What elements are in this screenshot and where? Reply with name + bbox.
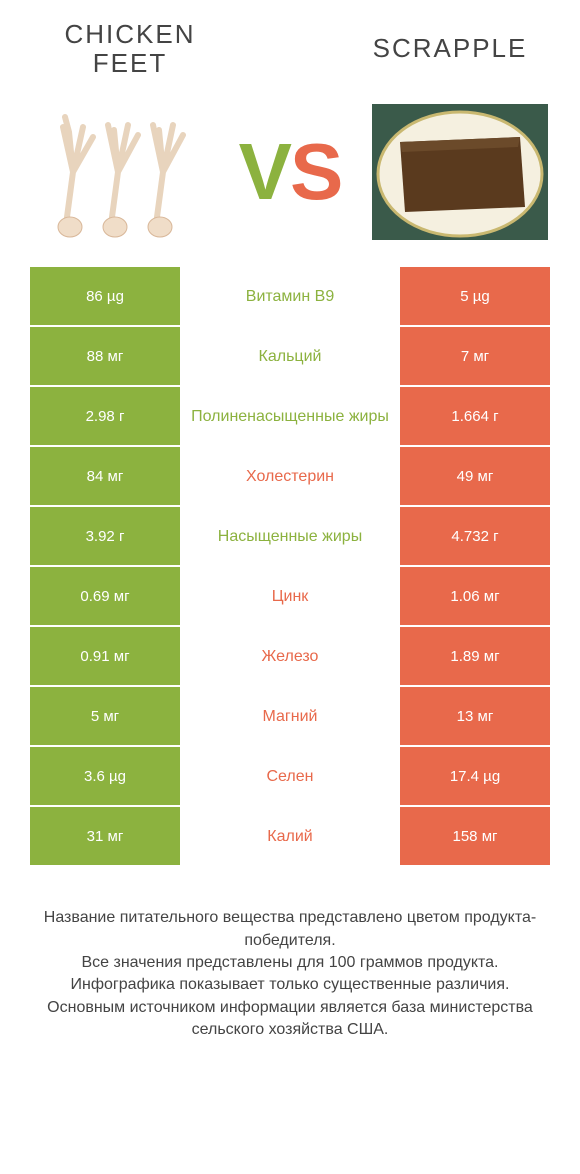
table-row: 0.69 мгЦинк1.06 мг bbox=[30, 567, 550, 625]
left-value: 0.69 мг bbox=[30, 567, 180, 625]
nutrient-name: Витамин B9 bbox=[180, 267, 400, 325]
nutrient-name: Холестерин bbox=[180, 447, 400, 505]
table-row: 86 µgВитамин B95 µg bbox=[30, 267, 550, 325]
left-value: 88 мг bbox=[30, 327, 180, 385]
table-row: 0.91 мгЖелезо1.89 мг bbox=[30, 627, 550, 685]
right-value: 7 мг bbox=[400, 327, 550, 385]
nutrient-name: Калий bbox=[180, 807, 400, 865]
table-row: 2.98 гПолиненасыщенные жиры1.664 г bbox=[30, 387, 550, 445]
footer-notes: Название питательного вещества представл… bbox=[0, 867, 580, 1061]
left-value: 0.91 мг bbox=[30, 627, 180, 685]
vs-label: VS bbox=[239, 126, 342, 218]
table-row: 3.6 µgСелен17.4 µg bbox=[30, 747, 550, 805]
header: CHICKEN FEET SCRAPPLE bbox=[0, 0, 580, 87]
vs-v: V bbox=[239, 127, 290, 216]
right-value: 1.89 мг bbox=[400, 627, 550, 685]
right-value: 17.4 µg bbox=[400, 747, 550, 805]
note-line: Все значения представлены для 100 граммо… bbox=[30, 952, 550, 974]
nutrient-name: Насыщенные жиры bbox=[180, 507, 400, 565]
note-line: Инфографика показывает только существенн… bbox=[30, 974, 550, 996]
right-value: 4.732 г bbox=[400, 507, 550, 565]
nutrient-name: Селен bbox=[180, 747, 400, 805]
nutrient-name: Цинк bbox=[180, 567, 400, 625]
left-value: 3.6 µg bbox=[30, 747, 180, 805]
note-line: Основным источником информации является … bbox=[30, 997, 550, 1042]
left-value: 84 мг bbox=[30, 447, 180, 505]
comparison-table: 86 µgВитамин B95 µg88 мгКальций7 мг2.98 … bbox=[0, 267, 580, 865]
left-value: 3.92 г bbox=[30, 507, 180, 565]
left-value: 2.98 г bbox=[30, 387, 180, 445]
vs-s: S bbox=[290, 127, 341, 216]
table-row: 5 мгМагний13 мг bbox=[30, 687, 550, 745]
note-line: Название питательного вещества представл… bbox=[30, 907, 550, 952]
chicken-feet-image bbox=[30, 97, 210, 247]
table-row: 84 мгХолестерин49 мг bbox=[30, 447, 550, 505]
nutrient-name: Кальций bbox=[180, 327, 400, 385]
images-row: VS bbox=[0, 87, 580, 267]
left-product-title: CHICKEN FEET bbox=[30, 20, 230, 77]
right-value: 1.06 мг bbox=[400, 567, 550, 625]
right-value: 13 мг bbox=[400, 687, 550, 745]
left-value: 5 мг bbox=[30, 687, 180, 745]
right-product-title: SCRAPPLE bbox=[350, 34, 550, 63]
table-row: 88 мгКальций7 мг bbox=[30, 327, 550, 385]
left-value: 31 мг bbox=[30, 807, 180, 865]
left-value: 86 µg bbox=[30, 267, 180, 325]
right-value: 158 мг bbox=[400, 807, 550, 865]
nutrient-name: Железо bbox=[180, 627, 400, 685]
nutrient-name: Магний bbox=[180, 687, 400, 745]
right-value: 5 µg bbox=[400, 267, 550, 325]
right-value: 49 мг bbox=[400, 447, 550, 505]
table-row: 3.92 гНасыщенные жиры4.732 г bbox=[30, 507, 550, 565]
table-row: 31 мгКалий158 мг bbox=[30, 807, 550, 865]
scrapple-image bbox=[370, 97, 550, 247]
right-value: 1.664 г bbox=[400, 387, 550, 445]
nutrient-name: Полиненасыщенные жиры bbox=[180, 387, 400, 445]
